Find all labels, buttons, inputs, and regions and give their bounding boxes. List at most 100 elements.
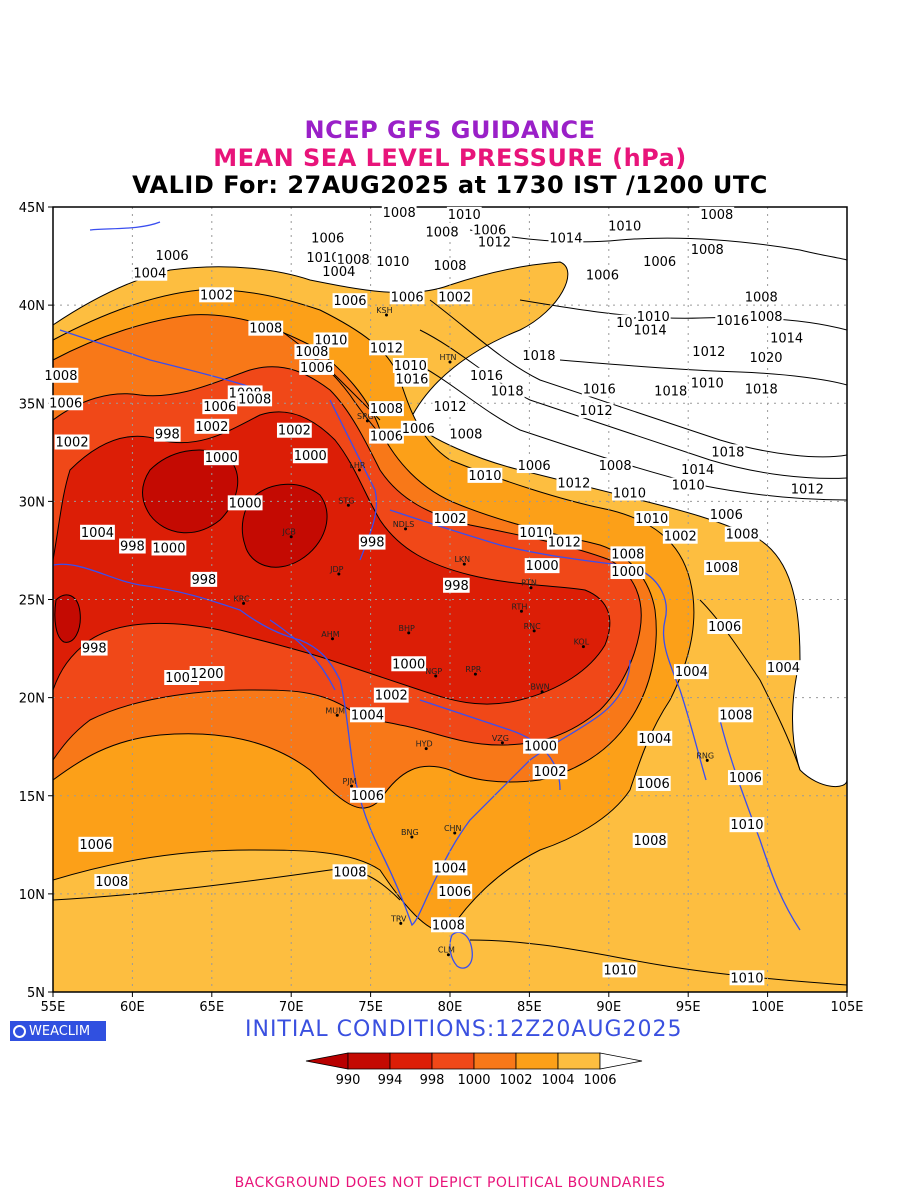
city-label: BNG bbox=[401, 828, 419, 837]
contour-label-bg bbox=[94, 874, 130, 890]
contour-label-bg bbox=[632, 832, 668, 848]
contour-label-bg bbox=[132, 265, 168, 281]
contour-label: 1014 bbox=[681, 463, 714, 478]
contour-label-bg bbox=[432, 257, 468, 273]
city-label: KOL bbox=[574, 638, 590, 647]
contour-label-bg bbox=[743, 381, 779, 397]
contour-label-bg bbox=[708, 507, 744, 523]
contour-label-bg bbox=[431, 917, 466, 933]
contour-label-bg bbox=[727, 770, 763, 786]
contour-label: 1006 bbox=[402, 422, 435, 437]
contour-label: 1004 bbox=[767, 661, 800, 676]
contour-label-bg bbox=[673, 664, 709, 680]
city-label: LKN bbox=[454, 555, 470, 564]
contour-label: 1010 bbox=[519, 526, 552, 541]
contour-label: 1006 bbox=[311, 231, 344, 246]
contour-label-bg bbox=[469, 367, 504, 383]
contour-label-bg bbox=[670, 477, 706, 493]
contour-label: 1008 bbox=[95, 875, 128, 890]
contour-label-bg bbox=[467, 467, 503, 483]
contour-label-bg bbox=[203, 450, 239, 466]
contour-label-bg bbox=[632, 322, 668, 338]
lat-tick-label: 15N bbox=[19, 790, 45, 805]
city-label: HTN bbox=[440, 353, 457, 362]
colorbar-swatch bbox=[557, 1052, 601, 1070]
city-dot bbox=[337, 572, 341, 576]
contour-label: 1000 bbox=[294, 449, 327, 464]
city-dot bbox=[581, 645, 585, 649]
contour-label: 1002 bbox=[438, 290, 471, 305]
contour-label-bg bbox=[578, 403, 614, 419]
contour-label-bg bbox=[556, 475, 592, 491]
contour-label: 1006 bbox=[518, 459, 551, 474]
contour-label-bg bbox=[373, 687, 409, 703]
logo-circle-icon bbox=[13, 1024, 26, 1038]
city-dot bbox=[532, 629, 536, 633]
contour-label: 1006 bbox=[49, 396, 82, 411]
colorbar-level: 1004 bbox=[541, 1073, 574, 1088]
city-label: BHP bbox=[399, 624, 416, 633]
contour-label: 1010 bbox=[468, 469, 501, 484]
contour-label-bg bbox=[78, 836, 114, 852]
contour-label-bg bbox=[294, 344, 330, 360]
contour-label: 1018 bbox=[745, 383, 778, 398]
contour-label: 1000 bbox=[205, 451, 238, 466]
lon-tick-label: 95E bbox=[676, 1000, 701, 1015]
contour-label: 1008 bbox=[726, 528, 759, 543]
contour-label-bg bbox=[375, 253, 411, 269]
contour-label-bg bbox=[446, 206, 482, 222]
contour-label-bg bbox=[729, 970, 765, 986]
contour-label: 1014 bbox=[770, 331, 803, 346]
contour-label: 1012 bbox=[478, 235, 511, 250]
contour-label: 1000 bbox=[526, 559, 559, 574]
city-label: STG bbox=[338, 496, 354, 505]
city-dot bbox=[453, 831, 457, 835]
city-dot bbox=[365, 419, 369, 423]
contour-label: 998 bbox=[155, 428, 180, 443]
contour-label-bg bbox=[43, 367, 79, 383]
contour-label: 1014 bbox=[634, 324, 667, 339]
lon-tick-label: 80E bbox=[438, 1000, 463, 1015]
contour-label-bg bbox=[400, 420, 436, 436]
contour-label: 1014 bbox=[549, 231, 582, 246]
contour-label: 1012 bbox=[370, 341, 403, 356]
contour-label: 1020 bbox=[749, 351, 782, 366]
city-dot bbox=[399, 921, 403, 925]
contour-label: 1006 bbox=[203, 400, 236, 415]
contour-label-bg bbox=[194, 418, 230, 434]
contour-label: 1006 bbox=[586, 269, 619, 284]
contour-label: 998 bbox=[120, 540, 145, 555]
city-label: JCB bbox=[281, 528, 295, 537]
contour-label: 1010 bbox=[376, 255, 409, 270]
contour-label-bg bbox=[662, 528, 698, 544]
colorbar-level: 1006 bbox=[583, 1073, 616, 1088]
colorbar-level: 1000 bbox=[457, 1073, 490, 1088]
city-dot bbox=[242, 601, 246, 605]
city-label: LHR bbox=[349, 461, 365, 470]
contour-label: 1008 bbox=[634, 834, 667, 849]
city-label: NGP bbox=[425, 667, 442, 676]
city-label: PTN bbox=[521, 579, 537, 588]
contour-label-bg bbox=[766, 660, 801, 676]
contour-label-bg bbox=[518, 524, 554, 540]
contour-label: 1010 bbox=[730, 818, 763, 833]
contour-label-bg bbox=[597, 458, 633, 474]
lat-tick-label: 35N bbox=[19, 397, 45, 412]
contour-label-bg bbox=[424, 224, 460, 240]
lat-tick-label: 25N bbox=[19, 594, 45, 609]
contour-label: 1012 bbox=[557, 477, 590, 492]
city-label: VZG bbox=[492, 734, 509, 743]
contour-label-bg bbox=[472, 222, 508, 238]
contour-label: 1008 bbox=[433, 259, 466, 274]
contour-label: 1010 bbox=[672, 479, 705, 494]
colorbar-swatch bbox=[515, 1052, 559, 1070]
contour-label: 1010 bbox=[306, 251, 339, 266]
contour-label: 1006 bbox=[729, 771, 762, 786]
city-markers: KSH HTN LHR SRG STG NDLS JCB JDP LKN PTN RTH KRC AHM… bbox=[234, 306, 714, 957]
city-dot bbox=[404, 527, 408, 531]
contour-label-bg bbox=[524, 558, 560, 574]
contour-label-bg bbox=[680, 461, 716, 477]
lon-tick-label: 100E bbox=[751, 1000, 784, 1015]
